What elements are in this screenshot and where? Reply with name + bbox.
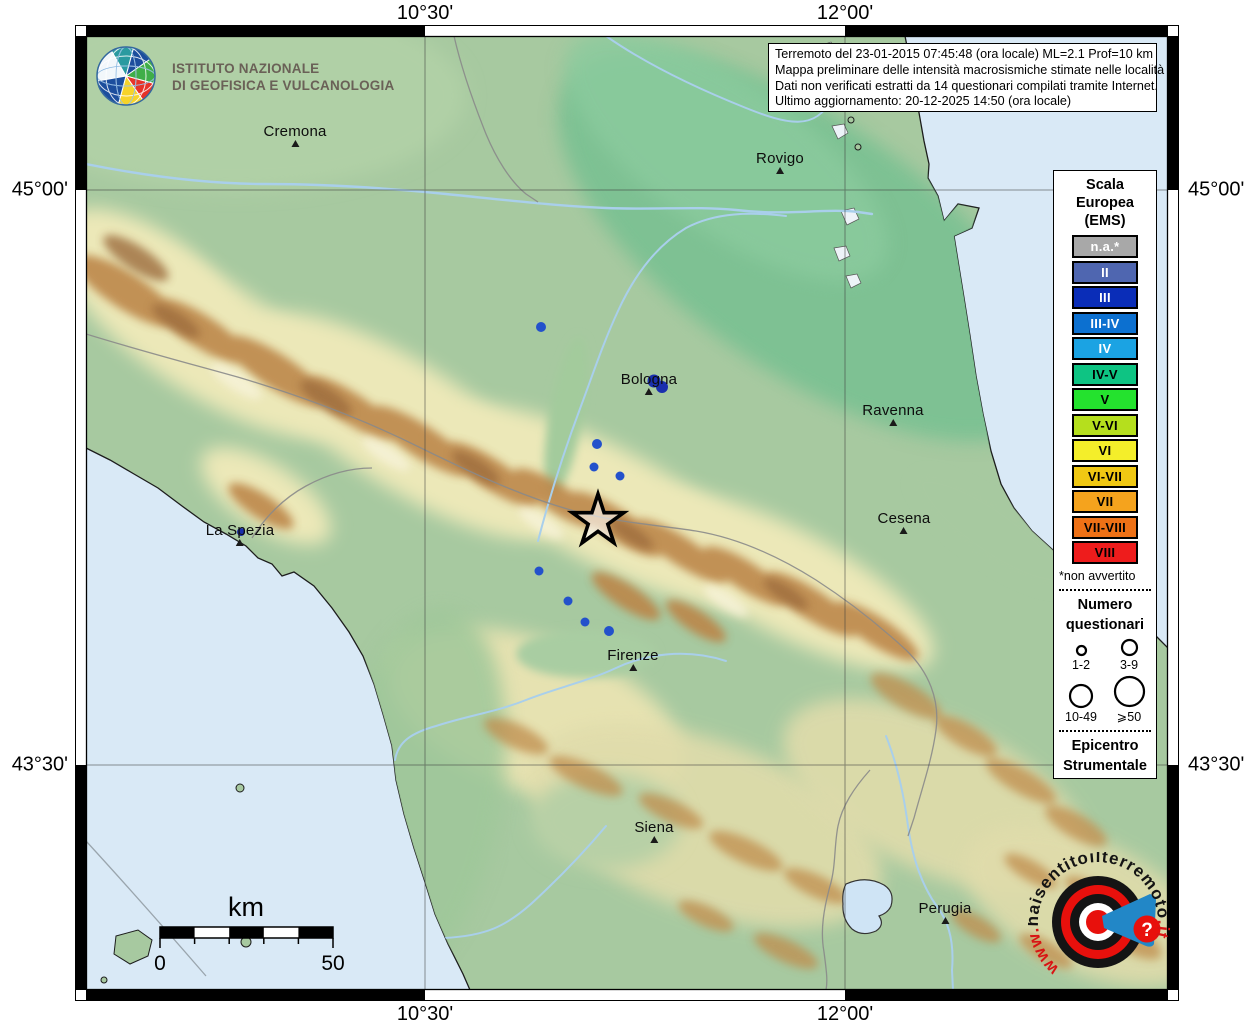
legend-scale-chip: VII <box>1072 490 1138 513</box>
epicenter-title-line2: Strumentale <box>1063 757 1147 774</box>
axis-label-right-bottom: 43°30' <box>1188 753 1245 776</box>
intensity-scale: n.a.* II III III-IV IV IV-V V V-VI VI VI-VII VII VI… <box>1072 235 1138 567</box>
legend-scale-chip: V <box>1072 388 1138 411</box>
axis-label-top-right: 12°00' <box>816 2 874 24</box>
legend-scale-chip: VI <box>1072 439 1138 462</box>
event-info-line3: Dati non verificati estratti da 14 quest… <box>775 78 1158 93</box>
terrain-map <box>86 36 1168 990</box>
questionnaire-sizes: 1-2 3-9 10-49 ⩾50 <box>1057 637 1153 724</box>
questionnaire-size-label: ⩾50 <box>1116 709 1142 724</box>
legend-scale-chip: V-VI <box>1072 413 1138 437</box>
questionnaire-size-item: ⩾50 <box>1105 674 1153 724</box>
legend-scale-chip: VI-VII <box>1072 464 1138 488</box>
legend-scale-chip: n.a.* <box>1072 235 1138 258</box>
axis-label-bottom-left: 10°30' <box>396 1003 454 1024</box>
legend-scale-chip: VII-VIII <box>1072 515 1138 539</box>
legend-title-line2: Europea <box>1075 195 1134 211</box>
legend-scale-chip: VIII <box>1072 541 1138 564</box>
questionnaire-size-item: 10-49 <box>1057 674 1105 724</box>
haisentitoilterremoto-logo: ? www.haisentitoilterremoto.it <box>1028 852 1173 979</box>
legend-scale-chip: IV-V <box>1072 362 1138 386</box>
questionnaire-size-label: 3-9 <box>1119 657 1139 672</box>
axis-label-left-bottom: 43°30' <box>11 753 68 776</box>
event-info-line4: Ultimo aggiornamento: 20-12-2025 14:50 (… <box>775 94 1072 109</box>
axis-label-right-top: 45°00' <box>1188 178 1245 201</box>
questionnaire-size-item: 1-2 <box>1057 637 1105 672</box>
legend-scale-chip: III-IV <box>1072 311 1138 335</box>
legend-scale-chip: II <box>1072 260 1138 284</box>
ingv-name-line2: DI GEOFISICA E VULCANOLOGIA <box>172 78 395 93</box>
legend-scale-chip: III <box>1072 286 1138 309</box>
axis-label-left-top: 45°00' <box>11 178 68 201</box>
questionnaires-title-line1: Numero <box>1077 596 1133 613</box>
legend-footnote: *non avvertito <box>1059 568 1136 583</box>
watermark-tld: .it <box>1152 920 1173 941</box>
event-info-line1: Terremoto del 23-01-2015 07:45:48 (ora l… <box>775 47 1154 61</box>
event-info-line2: Mappa preliminare delle intensità macros… <box>775 62 1165 77</box>
legend-divider2 <box>1059 729 1151 732</box>
epicenter-title-line1: Epicentro <box>1071 737 1139 754</box>
event-info-box: Terremoto del 23-01-2015 07:45:48 (ora l… <box>768 43 1165 112</box>
legend-divider <box>1059 588 1151 591</box>
question-mark: ? <box>1141 920 1153 941</box>
legend-title-line1: Scala <box>1086 177 1124 193</box>
questionnaire-size-label: 10-49 <box>1065 709 1097 724</box>
legend: Scala Europea (EMS) n.a.* II III III-IV IV IV… <box>1053 170 1157 779</box>
ingv-logo: ISTITUTO NAZIONALE DI GEOFISICA E VULCAN… <box>92 44 394 110</box>
ingv-name-line1: ISTITUTO NAZIONALE <box>172 61 320 76</box>
legend-title-line3: (EMS) <box>1084 213 1126 229</box>
questionnaire-size-item: 3-9 <box>1105 637 1153 672</box>
legend-scale-chip: IV <box>1072 337 1138 360</box>
axis-label-bottom-right: 12°00' <box>816 1003 874 1024</box>
questionnaire-size-label: 1-2 <box>1071 657 1091 672</box>
ingv-globe-icon <box>96 46 156 106</box>
question-badge <box>1133 915 1161 943</box>
axis-label-top-left: 10°30' <box>396 2 454 24</box>
questionnaires-title-line2: questionari <box>1065 616 1145 633</box>
